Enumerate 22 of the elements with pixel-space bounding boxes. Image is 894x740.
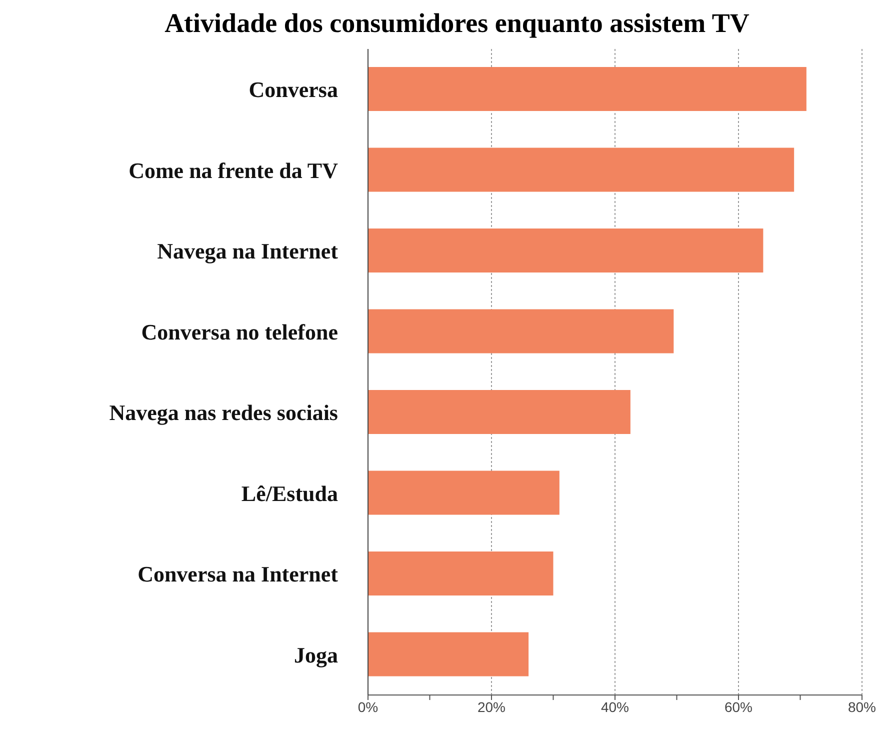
x-tick-label: 0% — [358, 698, 378, 715]
y-tick-label: Navega nas redes sociais — [109, 400, 338, 426]
bar — [368, 309, 674, 354]
bar — [368, 148, 794, 192]
y-tick-label: Conversa na Internet — [138, 562, 339, 587]
x-tick-label: 40% — [600, 698, 630, 715]
y-tick-label: Conversa — [248, 77, 338, 102]
bar — [368, 390, 630, 434]
bar — [368, 470, 560, 515]
x-tick-label: 60% — [724, 698, 753, 715]
y-tick-label: Navega na Internet — [157, 238, 339, 264]
x-tick-label: 80% — [848, 698, 876, 715]
bar — [368, 552, 554, 596]
bar — [368, 67, 806, 111]
bar — [368, 228, 764, 272]
y-tick-label: Joga — [294, 642, 338, 668]
y-tick-label: Come na frente da TV — [128, 158, 338, 183]
x-tick-label: 20% — [477, 698, 506, 715]
y-tick-label: Conversa no telefone — [141, 319, 338, 344]
bar — [368, 632, 529, 676]
y-tick-label: Lê/Estuda — [241, 480, 338, 506]
chart-title: Atividade dos consumidores enquanto assistem TV — [164, 8, 750, 39]
